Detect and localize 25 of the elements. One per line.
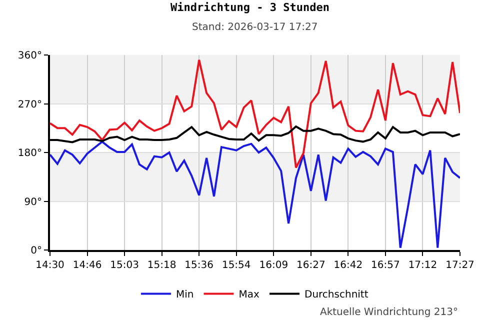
x-tick-label: 16:09 bbox=[259, 260, 288, 271]
y-tick-label: 180° bbox=[18, 148, 42, 159]
x-tick-label: 14:46 bbox=[72, 260, 102, 271]
x-tick-label: 15:36 bbox=[184, 260, 214, 271]
x-tick-label: 15:54 bbox=[222, 260, 251, 271]
y-tick-label: 270° bbox=[18, 99, 42, 110]
legend-label: Max bbox=[238, 290, 260, 301]
line-series bbox=[50, 58, 460, 169]
x-tick-label: 14:30 bbox=[36, 260, 64, 271]
x-tick-label: 16:57 bbox=[371, 260, 400, 271]
x-tick-label: 17:27 bbox=[446, 260, 474, 271]
x-tick-label: 16:27 bbox=[296, 260, 326, 271]
x-tick-label: 15:18 bbox=[147, 260, 176, 271]
y-tick-label: 90° bbox=[24, 196, 42, 208]
x-tick-label: 17:12 bbox=[408, 260, 438, 271]
y-tick-label: 0° bbox=[30, 246, 42, 256]
line-series bbox=[50, 140, 460, 249]
legend-label: Min bbox=[176, 290, 194, 301]
legend-label: Durchschnitt bbox=[304, 290, 368, 301]
x-tick-label: 15:03 bbox=[110, 260, 139, 271]
text: Aktuelle Windrichtung 213° bbox=[320, 307, 458, 318]
chart-subtitle: Stand: 2026-03-17 17:27 bbox=[192, 22, 318, 33]
y-tick-label: 360° bbox=[18, 50, 42, 62]
chart-title: Windrichtung - 3 Stunden bbox=[170, 0, 330, 14]
x-tick-label: 16:42 bbox=[334, 260, 363, 271]
